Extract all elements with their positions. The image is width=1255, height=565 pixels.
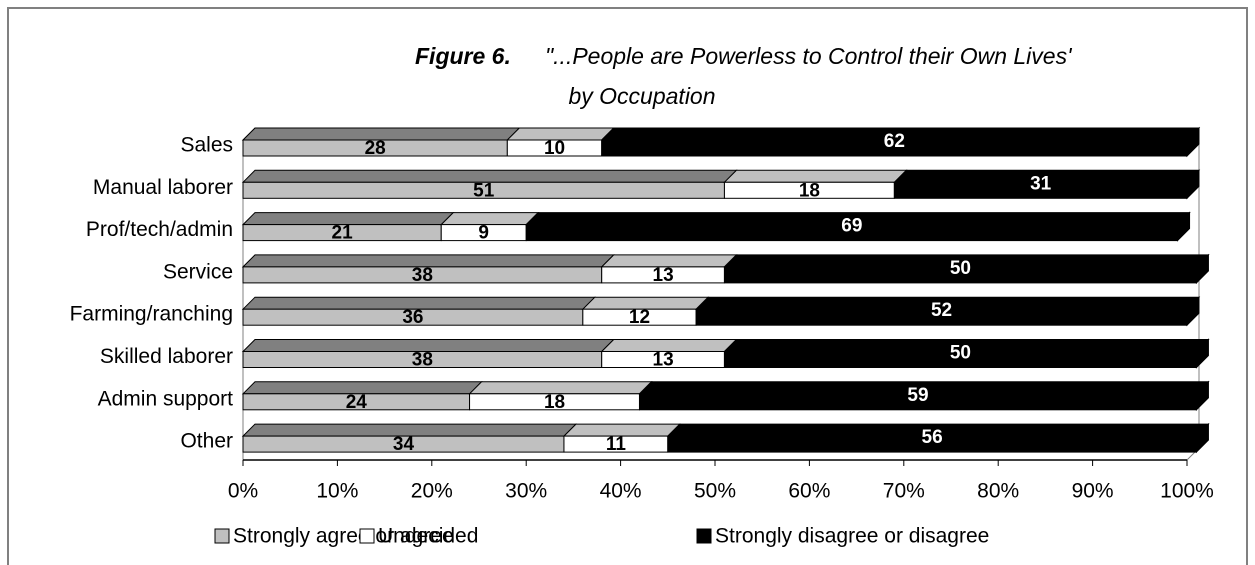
value-label: 18 — [544, 392, 565, 413]
value-label: 51 — [473, 180, 495, 201]
value-label: 31 — [1030, 173, 1052, 194]
x-tick-label: 10% — [316, 480, 358, 503]
x-tick-label: 100% — [1160, 480, 1214, 503]
bar-side — [1186, 295, 1200, 327]
x-tick-label: 70% — [883, 480, 925, 503]
value-label: 24 — [346, 392, 368, 413]
x-tick-label: 50% — [694, 480, 736, 503]
value-label: 9 — [478, 223, 489, 244]
value-label: 10 — [544, 138, 565, 159]
bar-side — [1186, 169, 1200, 200]
y-tick-label: Manual laborer — [93, 176, 233, 199]
value-label: 69 — [841, 216, 862, 237]
value-label: 13 — [653, 265, 674, 286]
value-label: 18 — [799, 180, 820, 201]
legend-swatch — [359, 528, 375, 544]
bar-side — [1195, 253, 1209, 285]
value-label: 38 — [412, 350, 433, 371]
y-tick-label: Skilled laborer — [100, 345, 233, 368]
legend-swatch — [696, 528, 712, 544]
value-label: 28 — [365, 138, 386, 159]
value-label: 13 — [653, 350, 674, 371]
bar-top — [440, 212, 540, 226]
value-label: 50 — [950, 343, 971, 364]
value-label: 56 — [922, 427, 943, 448]
value-label: 38 — [412, 265, 433, 286]
value-label: 59 — [907, 385, 928, 406]
chart-frame — [7, 7, 1248, 565]
chart-title: "...People are Powerless to Control thei… — [545, 43, 1073, 69]
value-label: 36 — [402, 307, 423, 328]
y-tick-label: Farming/ranching — [70, 303, 233, 326]
y-tick-label: Admin support — [98, 387, 234, 410]
value-label: 21 — [332, 223, 354, 244]
chart-subtitle: by Occupation — [568, 83, 715, 109]
x-tick-label: 60% — [788, 480, 830, 503]
value-label: 11 — [606, 434, 627, 455]
x-tick-label: 80% — [977, 480, 1019, 503]
x-tick-label: 30% — [505, 480, 547, 503]
x-tick-label: 0% — [228, 480, 258, 503]
y-tick-label: Service — [163, 260, 233, 283]
bar-side — [1177, 211, 1191, 242]
y-tick-label: Other — [180, 430, 233, 453]
bar-side — [1186, 126, 1200, 158]
bar-side — [1195, 338, 1209, 369]
x-tick-label: 90% — [1072, 480, 1114, 503]
value-label: 50 — [950, 258, 971, 279]
value-label: 62 — [884, 131, 905, 152]
value-label: 12 — [629, 307, 650, 328]
x-tick-label: 20% — [411, 480, 453, 503]
x-tick-label: 40% — [600, 480, 642, 503]
legend-label: Strongly agree or agree — [233, 525, 454, 548]
value-label: 52 — [931, 300, 952, 321]
legend-label: Strongly disagree or disagree — [715, 525, 989, 548]
bar-side — [1195, 422, 1209, 454]
value-label: 34 — [393, 434, 415, 455]
legend-swatch — [214, 528, 230, 544]
y-tick-label: Sales — [180, 134, 233, 157]
bar-side — [1195, 380, 1209, 412]
legend-label: Undecided — [378, 525, 478, 548]
y-tick-label: Prof/tech/admin — [86, 218, 233, 241]
figure-label: Figure 6. — [415, 43, 511, 69]
